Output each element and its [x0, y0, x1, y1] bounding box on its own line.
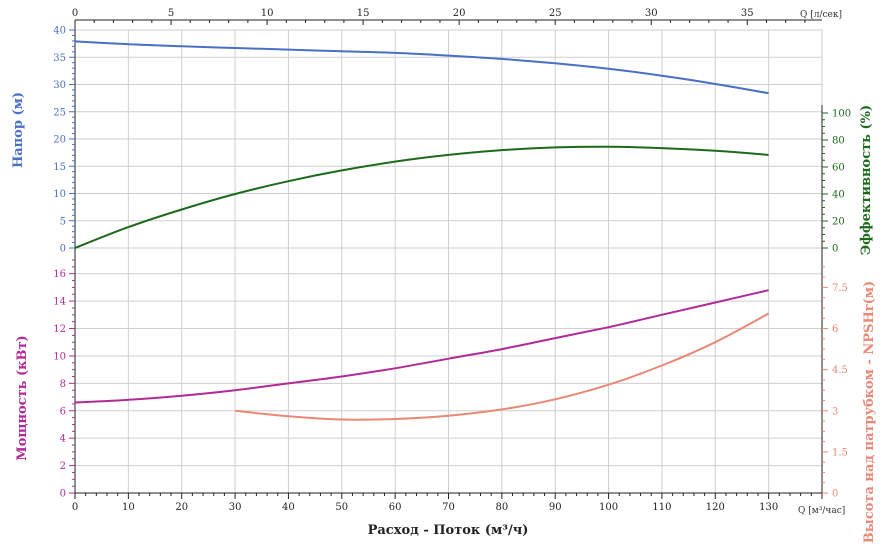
x-bottom-tick-label: 60 — [389, 502, 402, 513]
power-tick-label: 2 — [60, 461, 66, 472]
x-bottom-tick-label: 50 — [335, 502, 348, 513]
power-tick-label: 10 — [53, 351, 66, 362]
x-bottom-tick-label: 70 — [442, 502, 455, 513]
npsh-tick-label: 3 — [832, 406, 838, 417]
efficiency-tick-label: 60 — [832, 163, 845, 174]
x-top-tick-label: 30 — [645, 8, 658, 19]
head-tick-label: 20 — [53, 135, 66, 146]
x-bottom-tick-label: 0 — [72, 502, 78, 513]
head-tick-label: 25 — [53, 107, 66, 118]
x-bottom-tick-label: 10 — [122, 502, 135, 513]
x-bottom-tick-label: 110 — [652, 502, 671, 513]
head-tick-label: 30 — [53, 80, 66, 91]
power-tick-label: 4 — [60, 434, 66, 445]
efficiency-tick-label: 40 — [832, 190, 845, 201]
head-tick-label: 5 — [60, 216, 66, 227]
x-bottom-tick-label: 120 — [706, 502, 725, 513]
head-tick-label: 15 — [53, 162, 66, 173]
x-top-tick-label: 20 — [453, 8, 466, 19]
x-axis-title: Расход - Поток (м³/ч) — [368, 523, 529, 538]
head-tick-label: 40 — [53, 26, 66, 37]
x-bottom-unit-label: Q [м³/час] — [798, 506, 845, 516]
npsh-tick-label: 6 — [832, 324, 838, 335]
npsh-tick-label: 7.5 — [832, 283, 848, 294]
x-bottom-tick-label: 40 — [282, 502, 295, 513]
x-bottom-tick-label: 130 — [759, 502, 778, 513]
grid-lines — [74, 29, 823, 494]
efficiency-curve — [74, 145, 769, 249]
power-tick-label: 0 — [60, 489, 66, 500]
x-top-tick-label: 15 — [357, 8, 370, 19]
npsh-axis-title: Высота над патрубком - NPSHr(м) — [862, 281, 877, 543]
power-tick-label: 14 — [53, 297, 66, 308]
x-top-tick-label: 5 — [168, 8, 174, 19]
x-top-tick-label: 35 — [741, 8, 754, 19]
curves — [74, 40, 770, 421]
efficiency-tick-label: 100 — [832, 109, 851, 120]
x-top-tick-label: 25 — [549, 8, 562, 19]
head-curve — [74, 40, 769, 95]
npsh-tick-label: 4.5 — [832, 365, 848, 376]
head-axis-title: Напор (м) — [11, 92, 26, 168]
x-bottom-tick-label: 20 — [175, 502, 188, 513]
efficiency-axis-title: Эффективность (%) — [859, 105, 874, 255]
x-bottom-tick-label: 90 — [549, 502, 562, 513]
x-bottom-tick-label: 80 — [495, 502, 508, 513]
npsh-tick-label: 1.5 — [832, 447, 848, 458]
x-bottom-tick-label: 30 — [229, 502, 242, 513]
power-curve — [74, 289, 769, 404]
power-axis-title: Мощность (кВт) — [15, 335, 30, 460]
npsh-curve — [234, 312, 770, 421]
power-tick-label: 6 — [60, 406, 66, 417]
head-tick-label: 10 — [53, 189, 66, 200]
x-top-tick-label: 10 — [261, 8, 274, 19]
head-tick-label: 35 — [53, 53, 66, 64]
efficiency-tick-label: 20 — [832, 217, 845, 228]
efficiency-tick-label: 80 — [832, 136, 845, 147]
x-bottom-tick-label: 100 — [599, 502, 618, 513]
power-tick-label: 16 — [53, 269, 66, 280]
power-tick-label: 8 — [60, 379, 66, 390]
x-top-tick-label: 0 — [72, 8, 78, 19]
head-tick-label: 0 — [60, 244, 66, 255]
x-top-unit-label: Q [л/сек] — [800, 10, 842, 20]
npsh-tick-label: 0 — [832, 489, 838, 500]
power-tick-label: 12 — [53, 324, 66, 335]
efficiency-tick-label: 0 — [832, 244, 838, 255]
